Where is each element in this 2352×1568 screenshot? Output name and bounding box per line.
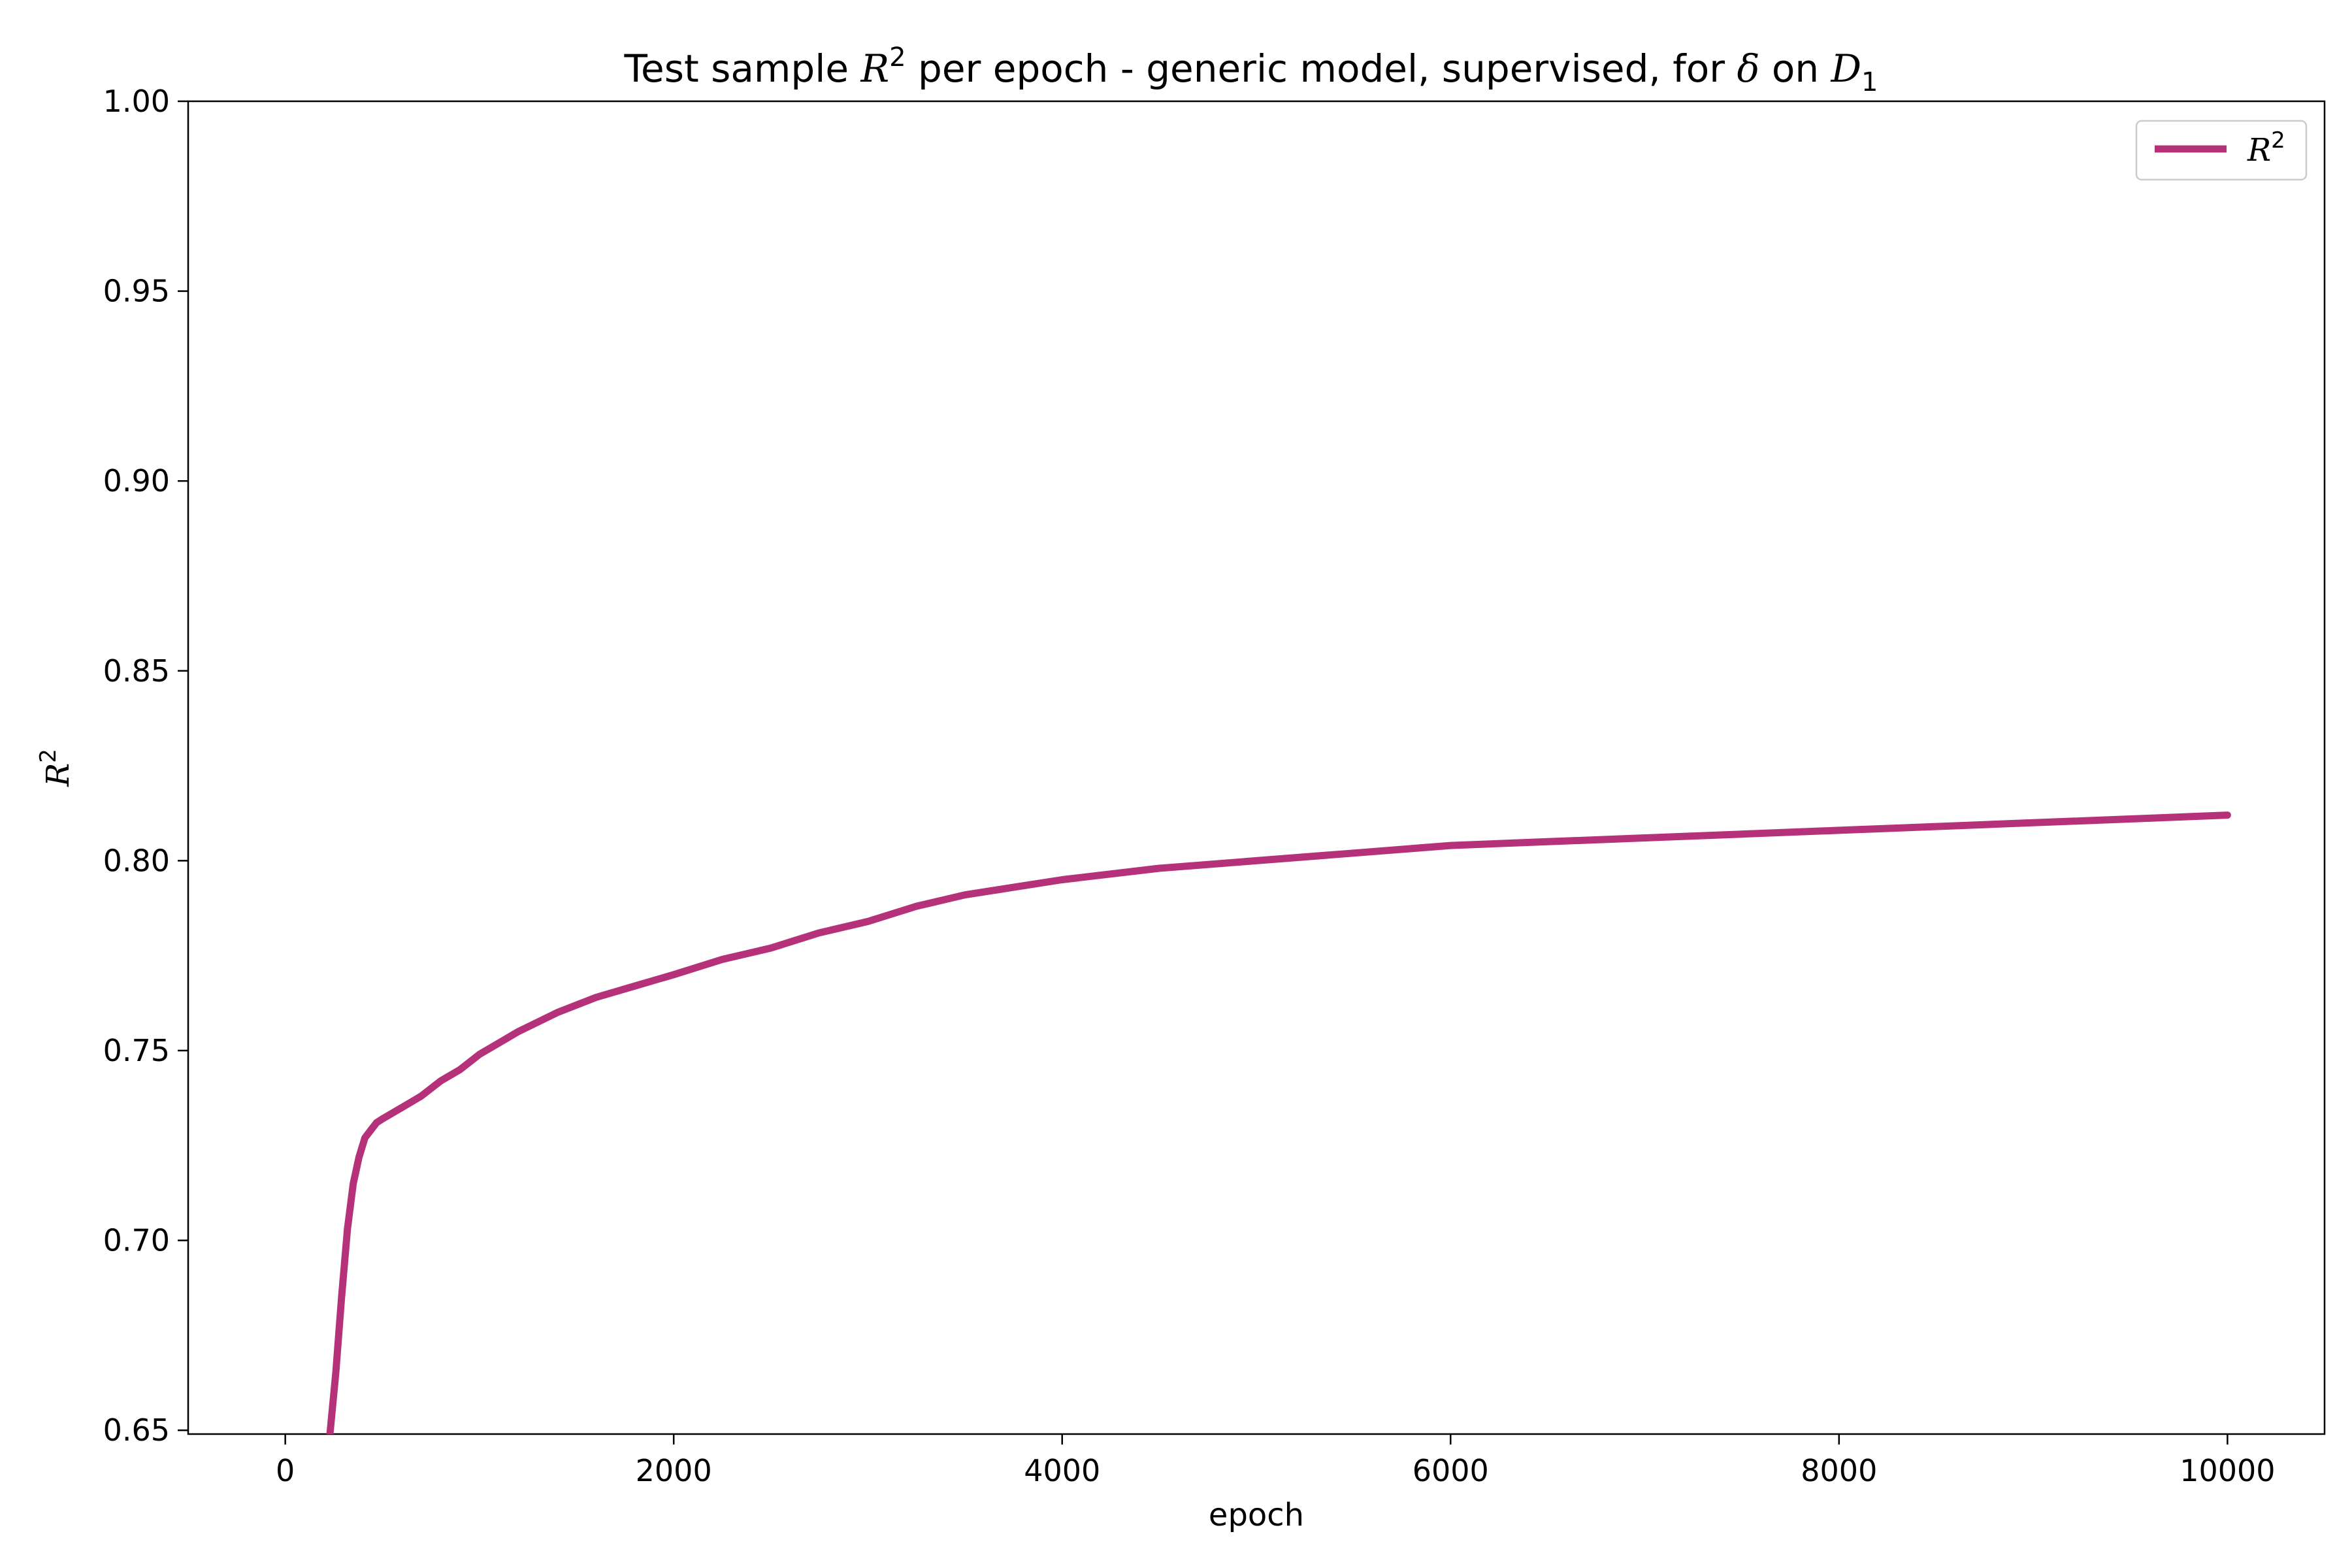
y-tick-label: 0.85 <box>103 653 170 689</box>
title-delta-symbol: δ <box>1737 46 1759 91</box>
title-on-word: on <box>1759 46 1831 91</box>
chart-title: Test sample R2 per epoch - generic model… <box>623 42 1878 97</box>
y-tick-label: 0.70 <box>103 1223 170 1258</box>
y-tick-label: 1.00 <box>103 84 170 119</box>
title-r-superscript: 2 <box>889 42 906 73</box>
legend: R2 <box>2135 120 2308 181</box>
x-tick-label: 0 <box>276 1453 295 1488</box>
x-tick-label: 10000 <box>2180 1453 2275 1488</box>
series-line-r2 <box>326 811 2231 1434</box>
y-axis-label: R2 <box>35 749 76 787</box>
y-axis-label-superscript: 2 <box>35 749 61 763</box>
title-d-subscript: 1 <box>1861 67 1878 97</box>
x-axis: 0 2000 4000 6000 8000 10000 <box>276 1434 2276 1488</box>
legend-label-symbol: R <box>2247 132 2271 169</box>
legend-label-superscript: 2 <box>2271 127 2285 154</box>
y-axis: 0.65 0.70 0.75 0.80 0.85 0.90 0.95 1.00 <box>103 84 188 1448</box>
y-tick-label: 0.75 <box>103 1033 170 1068</box>
plot-area <box>187 100 2326 1435</box>
title-prefix: Test sample <box>623 46 860 91</box>
y-tick-label: 0.95 <box>103 274 170 309</box>
x-tick-label: 4000 <box>1024 1453 1100 1488</box>
legend-label: R2 <box>2247 127 2285 169</box>
x-tick-label: 8000 <box>1801 1453 1877 1488</box>
y-tick-label: 0.90 <box>103 463 170 498</box>
x-tick-label: 2000 <box>636 1453 712 1488</box>
y-axis-label-symbol: R <box>40 763 76 787</box>
title-r-symbol: R <box>860 46 889 91</box>
title-middle: per epoch - generic model, supervised, f… <box>906 46 1737 91</box>
x-axis-label: epoch <box>1209 1497 1304 1533</box>
y-tick-label: 0.80 <box>103 843 170 878</box>
y-tick-label: 0.65 <box>103 1413 170 1448</box>
x-tick-label: 6000 <box>1413 1453 1489 1488</box>
title-d-symbol: D <box>1831 46 1862 91</box>
